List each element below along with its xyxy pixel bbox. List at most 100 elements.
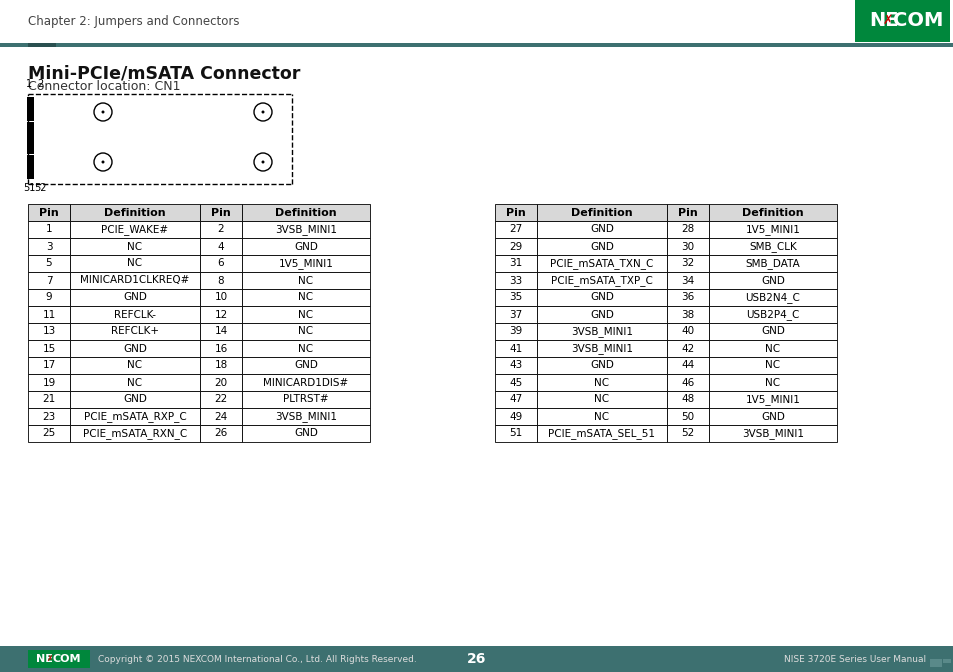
Bar bbox=[666, 204, 708, 221]
Text: 39: 39 bbox=[509, 327, 522, 337]
Bar bbox=[200, 425, 242, 442]
Text: 1V5_MINI1: 1V5_MINI1 bbox=[745, 394, 800, 405]
Bar bbox=[200, 272, 242, 289]
Bar bbox=[495, 374, 537, 391]
Text: USB2P4_C: USB2P4_C bbox=[745, 309, 799, 320]
Bar bbox=[537, 357, 666, 374]
Bar bbox=[242, 323, 370, 340]
Text: NC: NC bbox=[128, 241, 142, 251]
Text: 17: 17 bbox=[42, 360, 55, 370]
Text: GND: GND bbox=[294, 429, 317, 439]
Bar bbox=[200, 204, 242, 221]
Bar bbox=[27, 151, 34, 155]
Text: 8: 8 bbox=[217, 276, 224, 286]
Bar bbox=[0, 43, 953, 47]
Text: COM: COM bbox=[53, 654, 81, 664]
Bar bbox=[495, 357, 537, 374]
Bar bbox=[537, 306, 666, 323]
Text: NE: NE bbox=[868, 11, 898, 30]
Text: 16: 16 bbox=[214, 343, 228, 353]
Bar bbox=[28, 289, 70, 306]
Bar bbox=[942, 659, 950, 663]
Bar bbox=[27, 163, 34, 167]
Text: REFCLK+: REFCLK+ bbox=[111, 327, 159, 337]
Text: 14: 14 bbox=[214, 327, 228, 337]
Text: GND: GND bbox=[123, 292, 147, 302]
Text: 51: 51 bbox=[509, 429, 522, 439]
Text: 34: 34 bbox=[680, 276, 694, 286]
Text: 47: 47 bbox=[509, 394, 522, 405]
Bar bbox=[537, 391, 666, 408]
Text: Definition: Definition bbox=[274, 208, 336, 218]
Bar bbox=[27, 106, 34, 110]
Text: Pin: Pin bbox=[39, 208, 59, 218]
Bar bbox=[200, 374, 242, 391]
Bar bbox=[708, 204, 836, 221]
Bar bbox=[28, 425, 70, 442]
Text: PCIE_WAKE#: PCIE_WAKE# bbox=[101, 224, 169, 235]
Text: MINICARD1DIS#: MINICARD1DIS# bbox=[263, 378, 348, 388]
Bar bbox=[70, 306, 200, 323]
Text: NC: NC bbox=[128, 360, 142, 370]
Bar bbox=[666, 391, 708, 408]
Text: 3VSB_MINI1: 3VSB_MINI1 bbox=[274, 224, 336, 235]
Text: 52: 52 bbox=[680, 429, 694, 439]
Text: NC: NC bbox=[128, 378, 142, 388]
Text: REFCLK-: REFCLK- bbox=[113, 310, 156, 319]
Bar bbox=[708, 425, 836, 442]
Text: GND: GND bbox=[123, 343, 147, 353]
Bar bbox=[200, 323, 242, 340]
Bar bbox=[242, 204, 370, 221]
Bar bbox=[28, 340, 70, 357]
Circle shape bbox=[101, 161, 105, 163]
Text: 12: 12 bbox=[214, 310, 228, 319]
Bar bbox=[708, 255, 836, 272]
Bar bbox=[27, 122, 34, 126]
Text: 3VSB_MINI1: 3VSB_MINI1 bbox=[571, 326, 633, 337]
Text: 26: 26 bbox=[214, 429, 228, 439]
Bar bbox=[495, 323, 537, 340]
Text: USB2N4_C: USB2N4_C bbox=[745, 292, 800, 303]
Text: 21: 21 bbox=[42, 394, 55, 405]
Circle shape bbox=[101, 110, 105, 114]
Bar bbox=[28, 221, 70, 238]
Bar bbox=[28, 306, 70, 323]
Bar bbox=[0, 646, 953, 672]
Bar bbox=[242, 425, 370, 442]
Text: PCIE_mSATA_TXP_C: PCIE_mSATA_TXP_C bbox=[551, 275, 652, 286]
Bar bbox=[27, 118, 34, 122]
Bar bbox=[70, 238, 200, 255]
Bar bbox=[242, 374, 370, 391]
Text: 1: 1 bbox=[46, 224, 52, 235]
Bar bbox=[708, 272, 836, 289]
Text: 29: 29 bbox=[509, 241, 522, 251]
Bar bbox=[70, 221, 200, 238]
Text: Definition: Definition bbox=[571, 208, 632, 218]
Bar bbox=[70, 255, 200, 272]
Text: 22: 22 bbox=[214, 394, 228, 405]
Bar bbox=[666, 323, 708, 340]
Text: 1V5_MINI1: 1V5_MINI1 bbox=[745, 224, 800, 235]
Bar bbox=[666, 425, 708, 442]
Bar bbox=[666, 255, 708, 272]
Text: 15: 15 bbox=[42, 343, 55, 353]
Bar bbox=[70, 272, 200, 289]
Text: 31: 31 bbox=[509, 259, 522, 269]
Bar bbox=[666, 306, 708, 323]
Bar bbox=[27, 159, 34, 163]
Bar bbox=[495, 391, 537, 408]
Bar bbox=[200, 289, 242, 306]
Text: MINICARD1CLKREQ#: MINICARD1CLKREQ# bbox=[80, 276, 190, 286]
Text: 20: 20 bbox=[214, 378, 228, 388]
Bar bbox=[0, 0, 953, 42]
Bar bbox=[708, 391, 836, 408]
Text: NC: NC bbox=[594, 411, 609, 421]
Bar bbox=[200, 221, 242, 238]
Bar bbox=[537, 425, 666, 442]
Text: NC: NC bbox=[298, 327, 314, 337]
Text: GND: GND bbox=[123, 394, 147, 405]
Bar bbox=[708, 221, 836, 238]
Bar bbox=[200, 408, 242, 425]
Bar bbox=[537, 255, 666, 272]
Text: GND: GND bbox=[590, 310, 614, 319]
